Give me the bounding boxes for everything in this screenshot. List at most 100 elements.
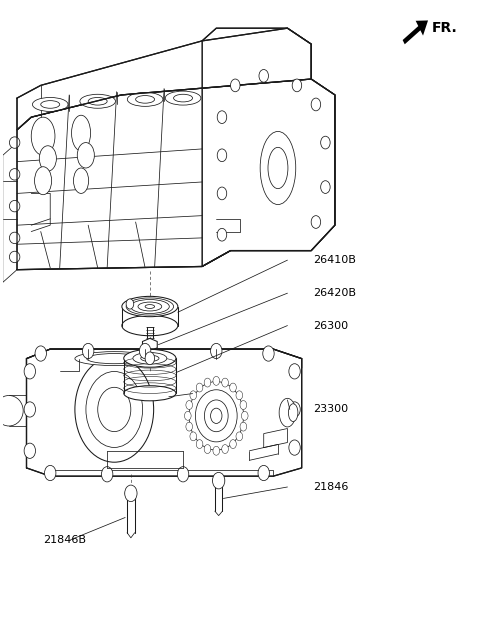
Ellipse shape [138,302,162,311]
Circle shape [24,402,36,417]
Circle shape [190,391,197,400]
Circle shape [145,352,155,365]
Circle shape [186,401,192,410]
Ellipse shape [87,354,142,363]
Circle shape [184,412,191,420]
Ellipse shape [260,131,296,204]
Circle shape [217,187,227,200]
Ellipse shape [10,169,20,180]
Ellipse shape [127,92,163,106]
Circle shape [24,363,36,379]
Circle shape [211,408,222,424]
Ellipse shape [72,115,91,151]
Circle shape [222,445,228,453]
Circle shape [258,465,269,481]
Circle shape [321,181,330,194]
Ellipse shape [88,97,107,105]
Circle shape [292,79,301,92]
Ellipse shape [136,96,155,103]
Circle shape [289,440,300,455]
Circle shape [230,440,236,449]
Circle shape [213,376,219,385]
Circle shape [211,344,222,358]
Circle shape [217,149,227,162]
Circle shape [86,372,143,447]
Circle shape [196,383,203,392]
Polygon shape [26,349,301,368]
Circle shape [126,299,134,309]
Ellipse shape [124,349,176,367]
Text: 26410B: 26410B [313,255,357,265]
Circle shape [204,400,228,431]
Ellipse shape [131,299,169,313]
Ellipse shape [0,395,23,426]
Ellipse shape [189,381,243,450]
Circle shape [311,215,321,228]
Ellipse shape [145,304,155,308]
Ellipse shape [133,353,167,364]
Circle shape [98,387,131,431]
Circle shape [321,137,330,149]
Ellipse shape [141,355,159,362]
Circle shape [178,467,189,482]
Circle shape [45,465,56,481]
Circle shape [222,378,228,387]
Ellipse shape [10,137,20,148]
Polygon shape [143,338,157,351]
Ellipse shape [195,390,237,442]
Polygon shape [202,28,335,267]
Ellipse shape [80,94,116,108]
Text: 21846B: 21846B [43,535,86,545]
Circle shape [236,432,242,441]
Circle shape [83,344,94,358]
Ellipse shape [279,398,296,427]
Ellipse shape [33,97,68,112]
Polygon shape [17,28,311,130]
Polygon shape [17,79,335,270]
Circle shape [196,440,203,449]
Text: 21846: 21846 [313,482,349,492]
Ellipse shape [10,201,20,212]
Circle shape [240,422,247,431]
Circle shape [259,69,268,82]
Circle shape [230,79,240,92]
Ellipse shape [125,490,137,497]
Ellipse shape [41,101,60,108]
Ellipse shape [124,386,176,401]
Circle shape [213,446,219,455]
Circle shape [139,344,151,358]
Ellipse shape [165,91,201,105]
Circle shape [263,346,274,361]
FancyArrow shape [403,21,428,44]
Circle shape [190,432,197,441]
Circle shape [24,443,36,458]
Circle shape [217,228,227,241]
Ellipse shape [288,404,298,422]
Circle shape [289,402,300,417]
Ellipse shape [75,352,154,365]
Text: 26300: 26300 [313,320,348,331]
Text: 26420B: 26420B [313,288,357,298]
Ellipse shape [35,167,52,195]
Circle shape [125,485,137,502]
Circle shape [217,111,227,124]
Ellipse shape [73,168,89,194]
Circle shape [289,363,300,379]
Ellipse shape [268,147,288,188]
Circle shape [101,467,113,482]
Ellipse shape [213,478,224,484]
Text: FR.: FR. [432,21,458,35]
Ellipse shape [31,117,55,155]
Circle shape [75,357,154,462]
Text: 23300: 23300 [313,404,348,415]
Circle shape [240,401,247,410]
Circle shape [311,98,321,111]
Circle shape [213,472,225,489]
Circle shape [236,391,242,400]
Ellipse shape [10,232,20,244]
Circle shape [204,445,211,453]
Ellipse shape [122,296,178,317]
Circle shape [230,383,236,392]
Circle shape [241,412,248,420]
Circle shape [35,346,47,361]
